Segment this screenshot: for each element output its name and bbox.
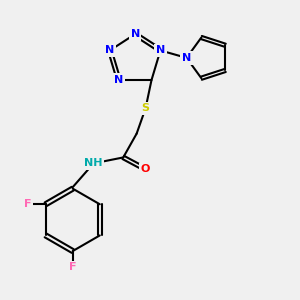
Text: S: S [142, 103, 149, 113]
Text: F: F [69, 262, 76, 272]
Text: N: N [156, 45, 165, 56]
Text: F: F [24, 199, 32, 209]
Text: O: O [141, 164, 150, 174]
Text: NH: NH [84, 158, 103, 168]
Text: N: N [130, 29, 140, 39]
Text: N: N [105, 45, 115, 56]
Text: N: N [114, 75, 123, 85]
Text: N: N [182, 53, 191, 63]
